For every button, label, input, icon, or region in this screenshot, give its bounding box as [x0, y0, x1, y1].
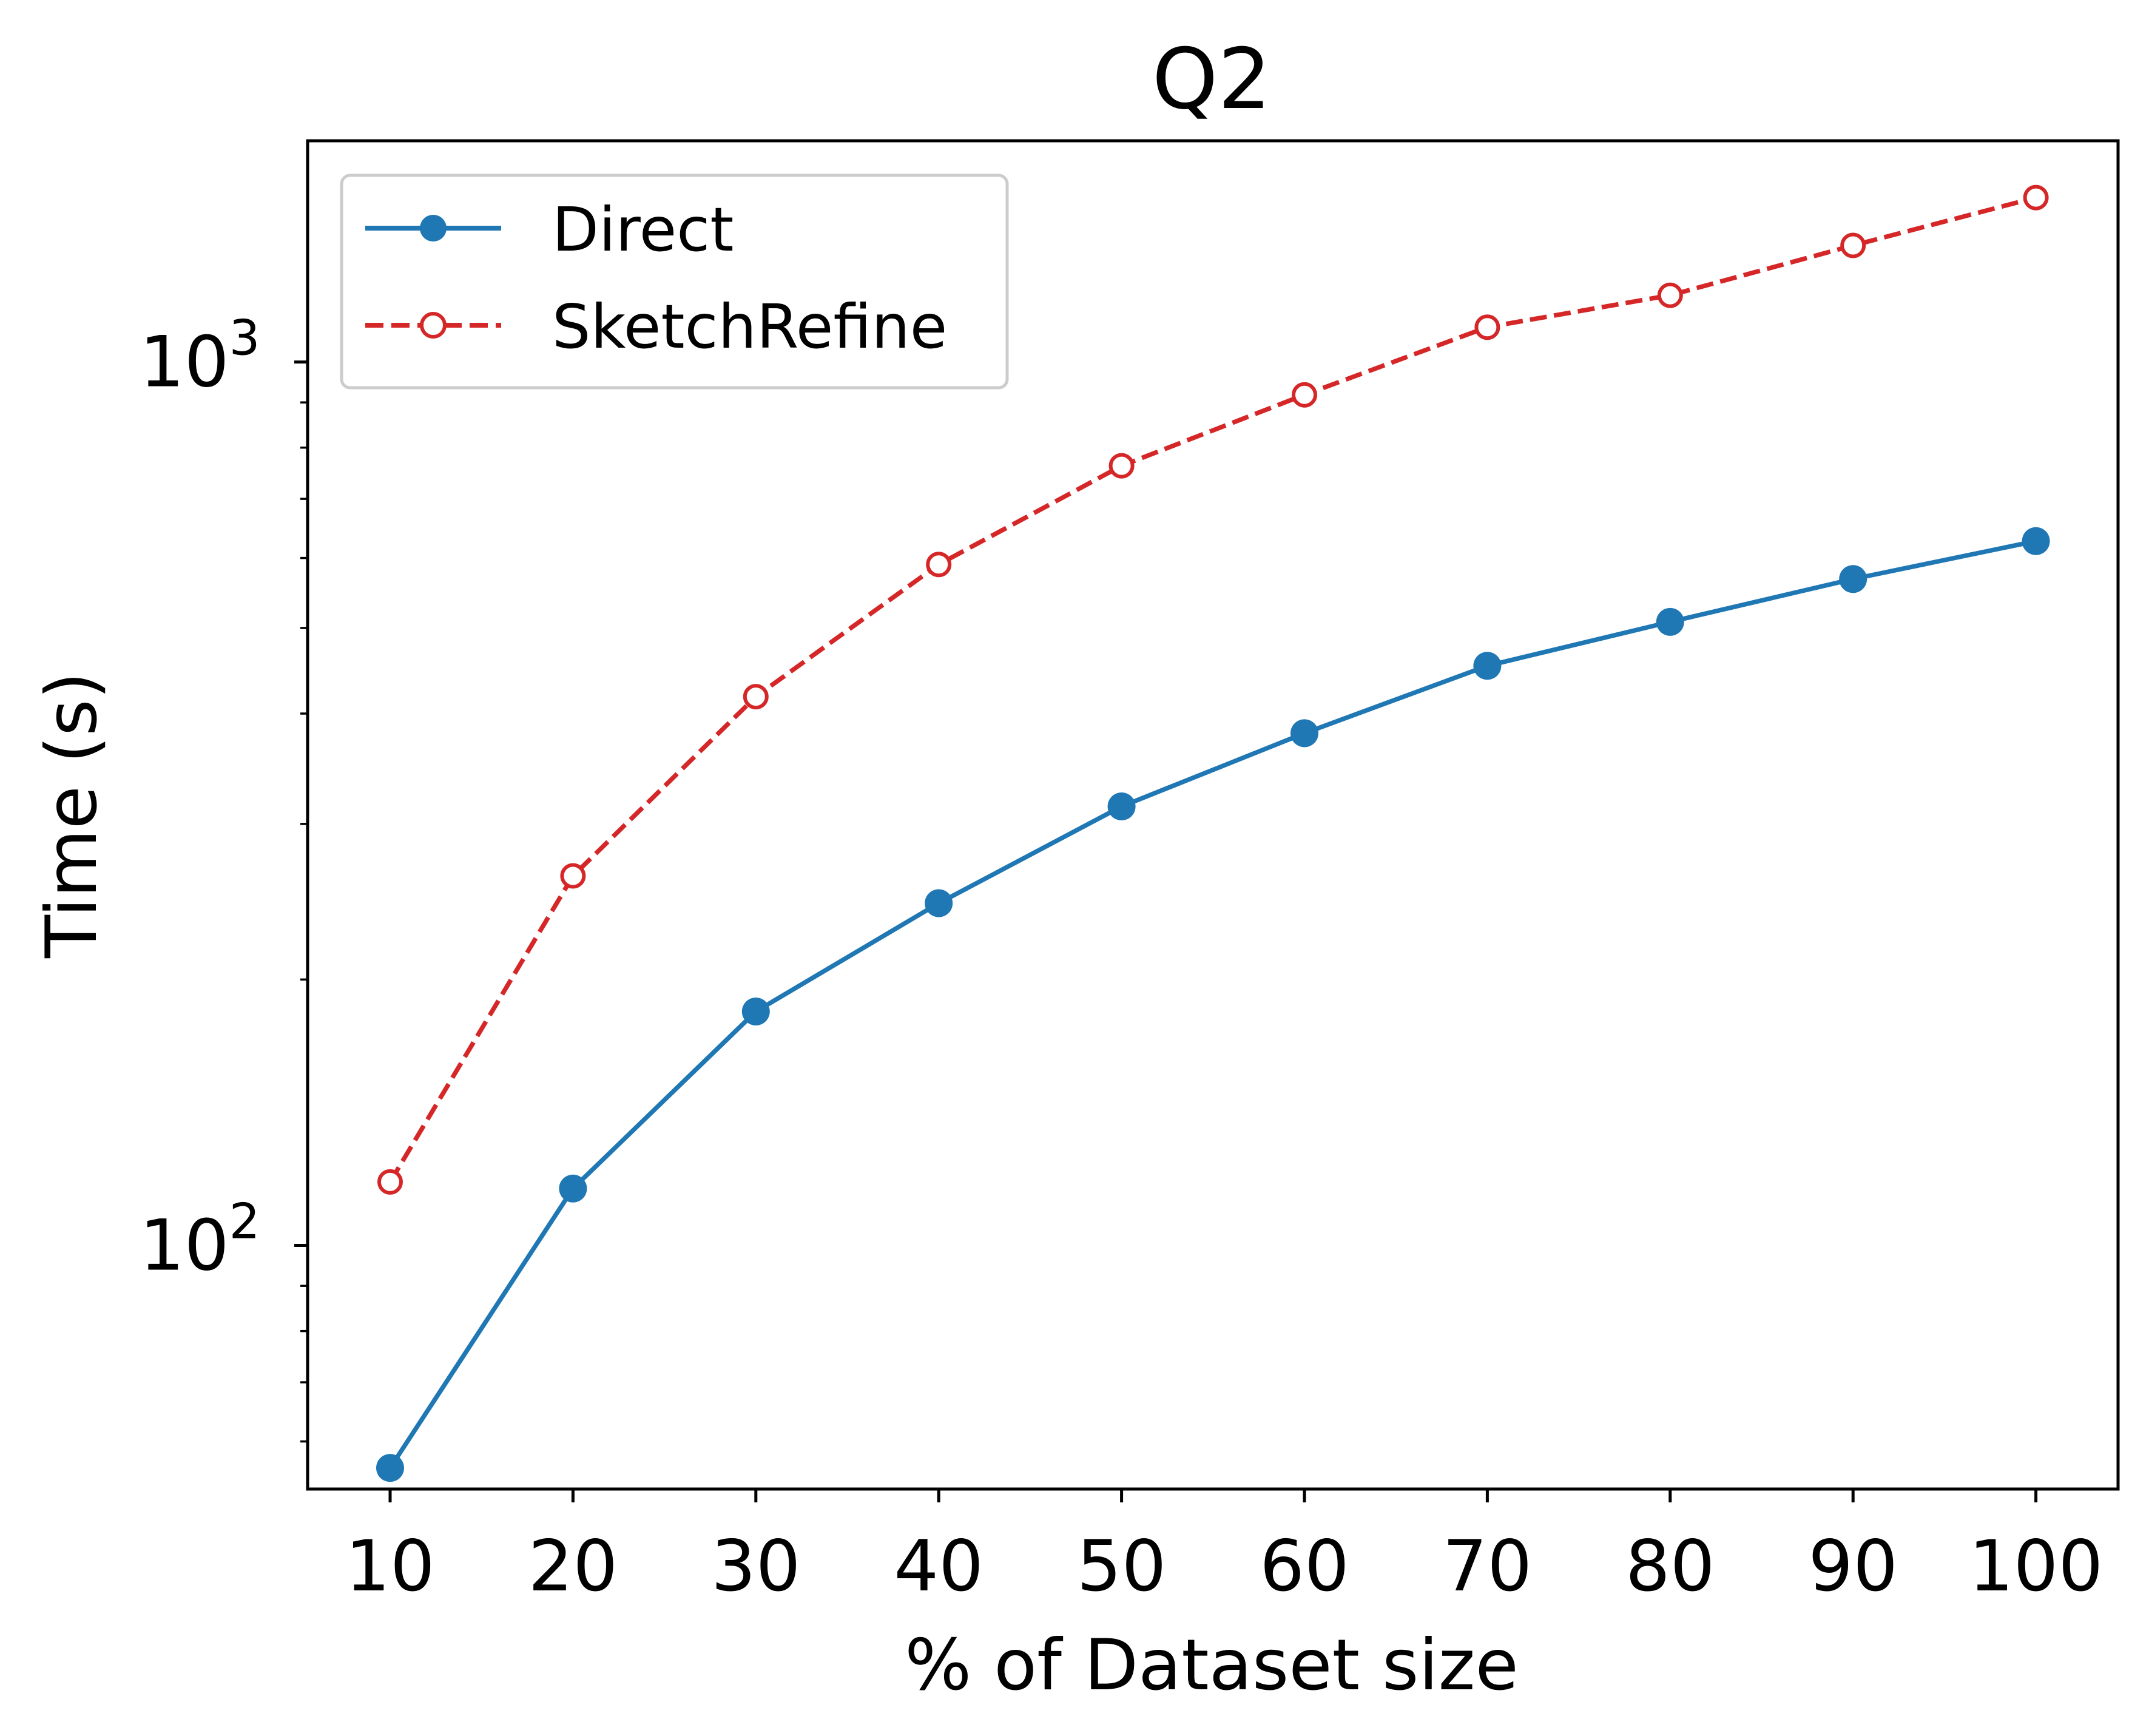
- data-point-direct: [925, 889, 953, 917]
- y-tick-label: 103: [140, 310, 260, 404]
- series-layer: [376, 184, 2050, 1482]
- x-tick-label: 90: [1808, 1525, 1898, 1607]
- data-point-direct: [559, 1174, 587, 1203]
- data-point-sketchrefine: [2023, 184, 2049, 211]
- legend-entry-sketchrefine: SketchRefine: [365, 291, 947, 362]
- x-axis: 10 20 30 40 50 60 70 80 90 100: [345, 1489, 2103, 1607]
- plot-frame: [306, 139, 2120, 1491]
- x-tick-label: 30: [711, 1525, 801, 1607]
- data-point-sketchrefine: [743, 684, 769, 710]
- data-point-sketchrefine: [1840, 232, 1866, 258]
- legend: Direct SketchRefine: [340, 174, 1009, 390]
- data-point-direct: [1473, 652, 1502, 680]
- y-tick-label: 102: [140, 1194, 260, 1287]
- y-axis: 102 103: [140, 310, 308, 1443]
- data-point-sketchrefine: [560, 863, 586, 889]
- legend-swatch-direct-marker: [420, 215, 447, 241]
- legend-box: [340, 174, 1009, 390]
- x-tick-label: 40: [894, 1525, 983, 1607]
- x-tick-label: 60: [1260, 1525, 1349, 1607]
- data-point-sketchrefine: [1657, 282, 1683, 308]
- data-point-direct: [2022, 527, 2050, 555]
- x-tick-label: 20: [528, 1525, 618, 1607]
- data-point-sketchrefine: [1108, 453, 1135, 479]
- y-axis-label: Time (s): [31, 672, 113, 959]
- x-tick-label: 100: [1969, 1525, 2103, 1607]
- x-axis-label: % of Dataset size: [905, 1624, 1519, 1706]
- legend-swatch-sketchrefine-marker: [420, 312, 447, 339]
- data-point-direct: [1656, 607, 1684, 636]
- data-point-sketchrefine: [1474, 314, 1500, 340]
- series-line-direct: [388, 539, 2037, 1470]
- data-point-direct: [1290, 719, 1318, 748]
- data-point-sketchrefine: [377, 1169, 403, 1195]
- series-line-sketchrefine: [388, 195, 2037, 1183]
- x-tick-label: 70: [1443, 1525, 1533, 1607]
- x-tick-label: 80: [1625, 1525, 1715, 1607]
- legend-label-sketchrefine: SketchRefine: [552, 291, 947, 362]
- legend-label-direct: Direct: [552, 194, 734, 265]
- data-point-direct: [1107, 792, 1136, 821]
- legend-entry-direct: Direct: [365, 194, 734, 265]
- chart-title: Q2: [1152, 30, 1271, 128]
- data-point-direct: [376, 1454, 404, 1482]
- data-point-sketchrefine: [926, 552, 952, 578]
- data-point-direct: [741, 997, 770, 1025]
- data-point-sketchrefine: [1292, 382, 1317, 408]
- x-tick-label: 10: [345, 1525, 435, 1607]
- x-tick-label: 50: [1077, 1525, 1167, 1607]
- data-point-direct: [1839, 565, 1867, 593]
